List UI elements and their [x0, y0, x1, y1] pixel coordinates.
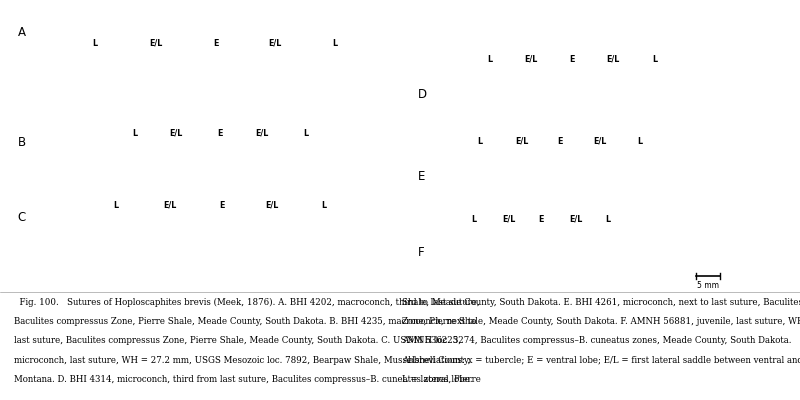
Text: L: L [132, 129, 137, 138]
Text: E/L: E/L [256, 129, 269, 138]
Text: Zone, Pierre Shale, Meade County, South Dakota. F. AMNH 56881, juvenile, last su: Zone, Pierre Shale, Meade County, South … [402, 317, 800, 326]
Text: E/L: E/L [266, 201, 278, 210]
Text: Shale, Meade County, South Dakota. E. BHI 4261, microconch, next to last suture,: Shale, Meade County, South Dakota. E. BH… [402, 298, 800, 307]
Text: E/L: E/L [606, 55, 619, 64]
Text: L: L [478, 137, 482, 146]
Text: L: L [652, 55, 657, 64]
Text: E/L: E/L [594, 137, 606, 146]
Text: L: L [114, 201, 118, 210]
Text: E: E [418, 170, 425, 183]
Text: C: C [18, 211, 26, 224]
Text: E: E [538, 215, 543, 224]
Text: E/L: E/L [170, 129, 182, 138]
Text: Fig. 100.   Sutures of Hoploscaphites brevis (Meek, 1876). A. BHI 4202, macrocon: Fig. 100. Sutures of Hoploscaphites brev… [14, 298, 480, 307]
Text: last suture, Baculites compressus Zone, Pierre Shale, Meade County, South Dakota: last suture, Baculites compressus Zone, … [14, 336, 462, 345]
Text: F: F [418, 246, 424, 259]
Text: AMNH loc. 3274, Baculites compressus–B. cuneatus zones, Meade County, South Dako: AMNH loc. 3274, Baculites compressus–B. … [402, 336, 791, 345]
Text: E/L: E/L [502, 215, 515, 224]
Text: E: E [214, 39, 218, 48]
Text: A: A [18, 26, 26, 39]
Text: E: E [570, 55, 574, 64]
Text: E: E [558, 137, 562, 146]
Text: E/L: E/L [570, 215, 582, 224]
Text: L: L [487, 55, 492, 64]
Text: Montana. D. BHI 4314, microconch, third from last suture, Baculites compressus–B: Montana. D. BHI 4314, microconch, third … [14, 375, 482, 384]
Text: E/L: E/L [515, 137, 528, 146]
Text: L: L [92, 39, 97, 48]
Text: E: E [219, 201, 224, 210]
Text: E/L: E/L [525, 55, 538, 64]
Text: D: D [418, 88, 426, 101]
Text: E/L: E/L [150, 39, 162, 48]
Text: L: L [332, 39, 337, 48]
Text: E: E [218, 129, 222, 138]
Text: E/L: E/L [269, 39, 282, 48]
Text: L: L [322, 201, 326, 210]
Text: 5 mm: 5 mm [697, 281, 719, 290]
Text: L: L [303, 129, 308, 138]
Text: Abbreviations: x = tubercle; E = ventral lobe; E/L = first lateral saddle betwee: Abbreviations: x = tubercle; E = ventral… [402, 356, 800, 365]
Text: E/L: E/L [163, 201, 176, 210]
Text: L: L [471, 215, 476, 224]
Text: microconch, last suture, WH = 27.2 mm, USGS Mesozoic loc. 7892, Bearpaw Shale, M: microconch, last suture, WH = 27.2 mm, U… [14, 356, 471, 365]
Text: L: L [638, 137, 642, 146]
Text: L = lateral lobe.: L = lateral lobe. [402, 375, 472, 384]
Text: Baculites compressus Zone, Pierre Shale, Meade County, South Dakota. B. BHI 4235: Baculites compressus Zone, Pierre Shale,… [14, 317, 477, 326]
Text: L: L [606, 215, 610, 224]
Text: B: B [18, 136, 26, 149]
